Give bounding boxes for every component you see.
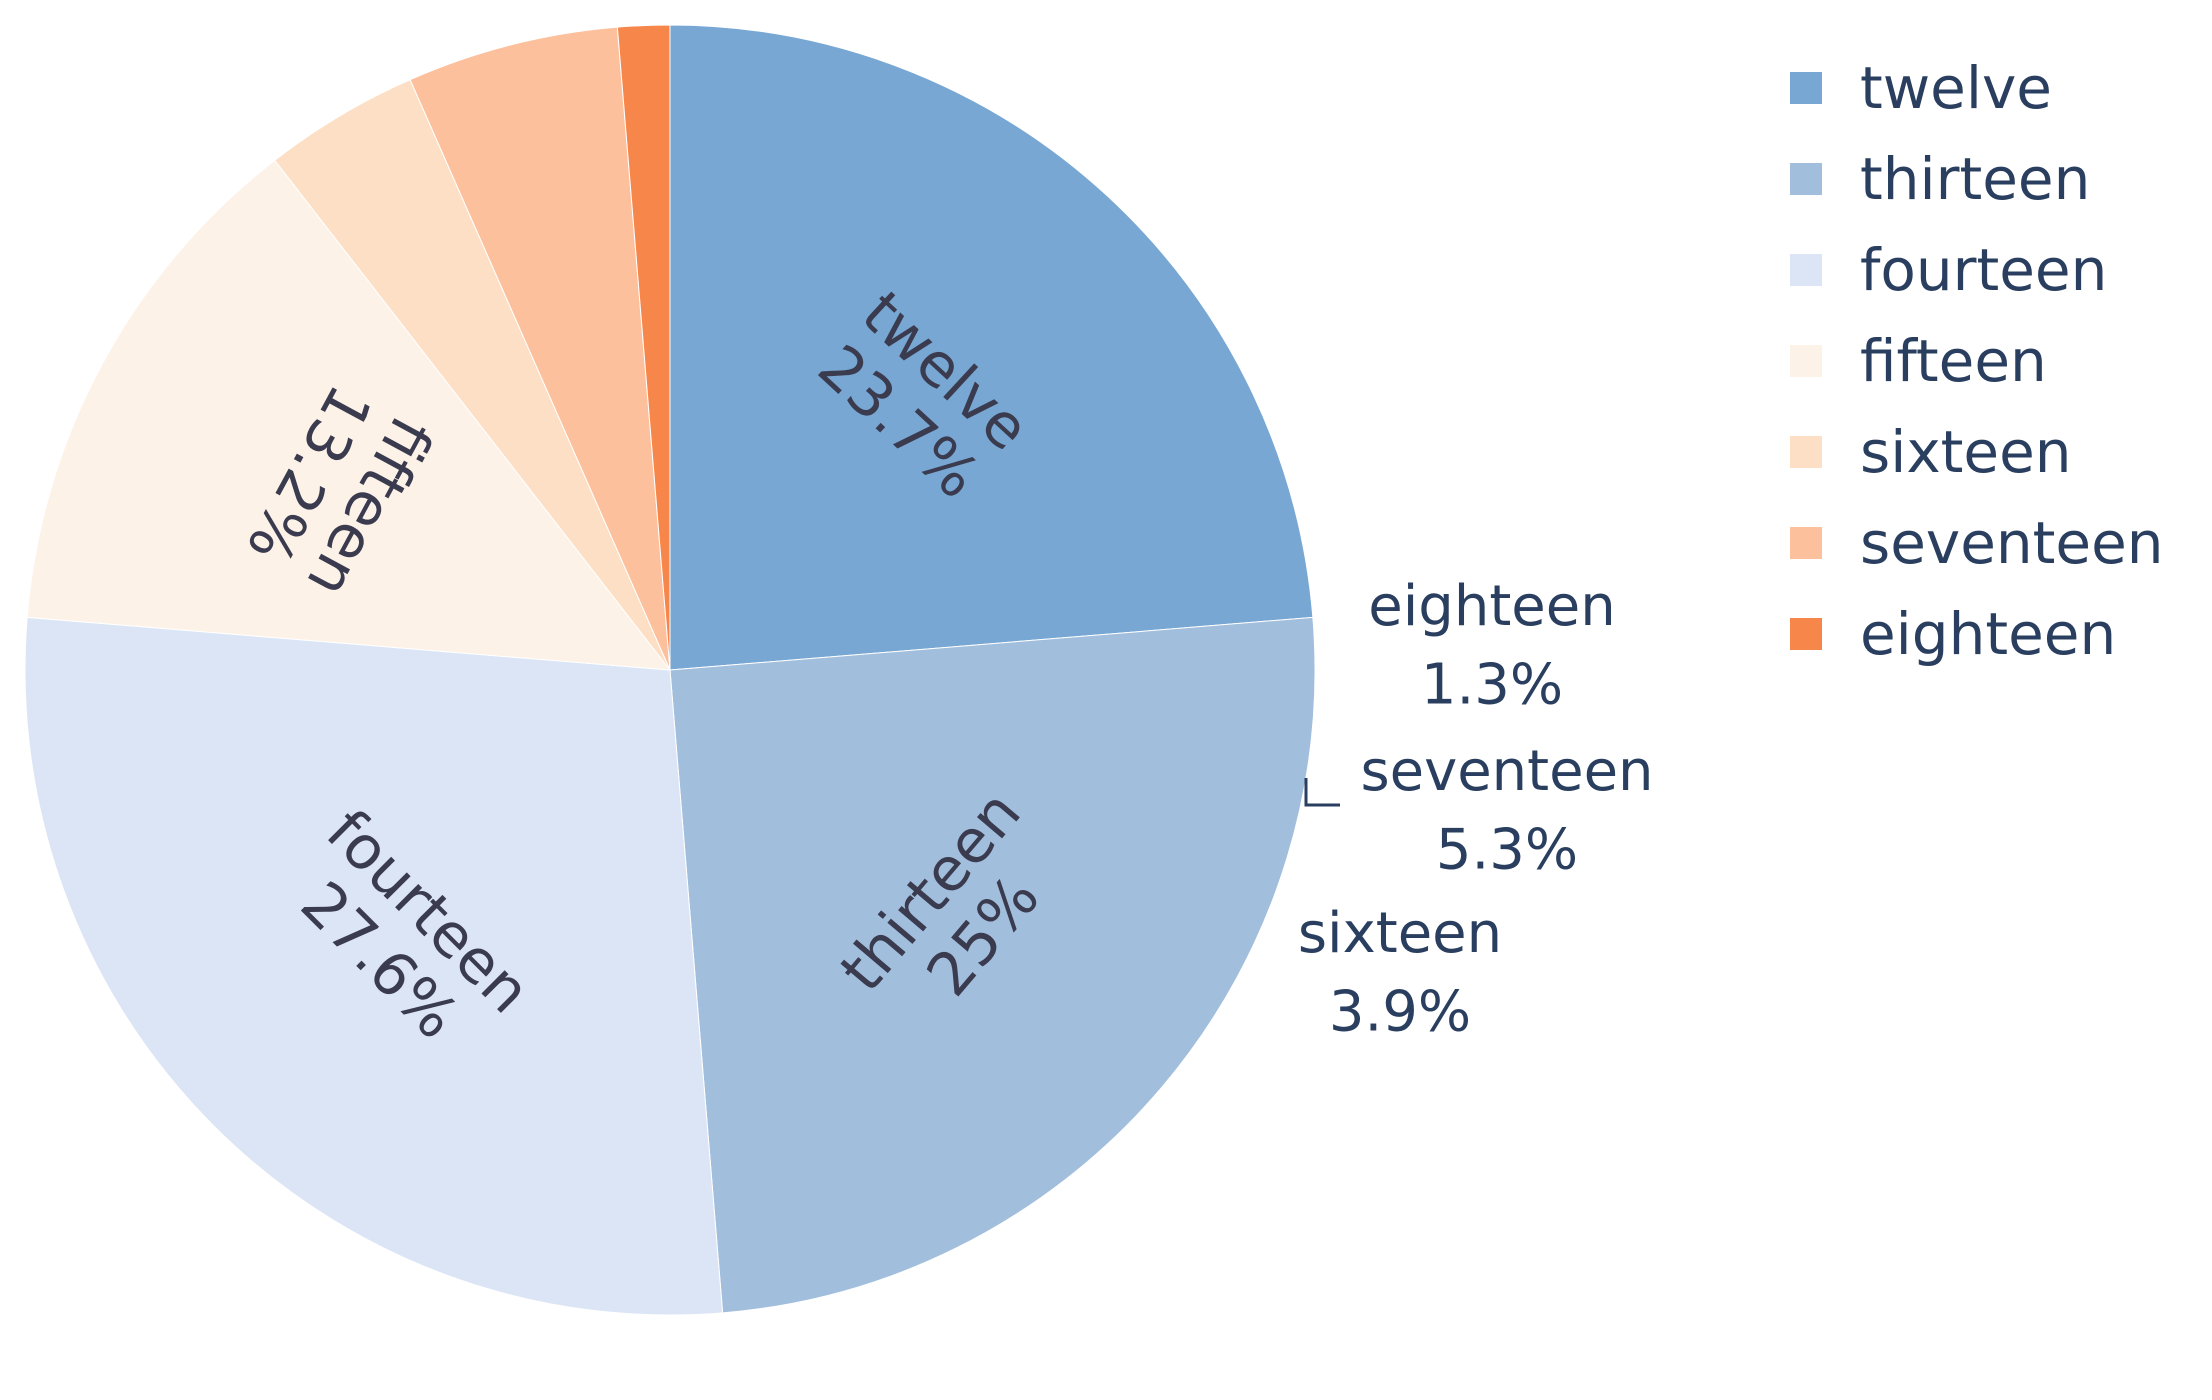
legend-item-seventeen[interactable]: seventeen <box>1790 509 2164 577</box>
legend-item-eighteen[interactable]: eighteen <box>1790 600 2116 668</box>
legend-swatch <box>1790 436 1822 468</box>
legend-label: fourteen <box>1860 236 2107 304</box>
pie-slice-eighteen <box>616 24 671 671</box>
legend-swatch <box>1790 345 1822 377</box>
legend-label: eighteen <box>1860 600 2116 668</box>
legend: twelve thirteen fourteen fifteen sixteen seve… <box>1790 54 2164 668</box>
legend-label: twelve <box>1860 54 2052 122</box>
slice-label-sixteen: sixteen 3.9% <box>1298 901 1502 1044</box>
legend-item-fifteen[interactable]: fifteen <box>1790 327 2047 395</box>
slice-percent-label: 3.9% <box>1329 979 1471 1044</box>
slice-category-label: seventeen <box>1360 739 1653 804</box>
legend-swatch <box>1790 254 1822 286</box>
legend-item-thirteen[interactable]: thirteen <box>1790 145 2090 213</box>
pie-slice-thirteen <box>669 616 1316 1314</box>
pie-slice-fourteen <box>24 616 724 1316</box>
legend-label: fifteen <box>1860 327 2047 395</box>
leader-line-seventeen <box>1304 778 1340 807</box>
legend-swatch <box>1790 618 1822 650</box>
slice-percent-label: 1.3% <box>1421 652 1563 717</box>
slice-category-label: sixteen <box>1298 901 1502 966</box>
legend-swatch <box>1790 163 1822 195</box>
pie-slice-seventeen <box>409 26 671 671</box>
slice-label-eighteen: eighteen 1.3% <box>1368 574 1615 717</box>
pie-slices <box>24 24 1316 1316</box>
slice-percent-label: 5.3% <box>1436 817 1578 882</box>
legend-item-sixteen[interactable]: sixteen <box>1790 418 2072 486</box>
slice-category-label: eighteen <box>1368 574 1615 639</box>
legend-item-fourteen[interactable]: fourteen <box>1790 236 2107 304</box>
legend-swatch <box>1790 527 1822 559</box>
legend-item-twelve[interactable]: twelve <box>1790 54 2052 122</box>
legend-label: seventeen <box>1860 509 2164 577</box>
pie-slice-fifteen <box>26 159 672 671</box>
slice-label-seventeen: seventeen 5.3% <box>1360 739 1653 882</box>
pie-slice-twelve <box>669 24 1314 671</box>
legend-label: thirteen <box>1860 145 2090 213</box>
legend-swatch <box>1790 72 1822 104</box>
legend-label: sixteen <box>1860 418 2072 486</box>
